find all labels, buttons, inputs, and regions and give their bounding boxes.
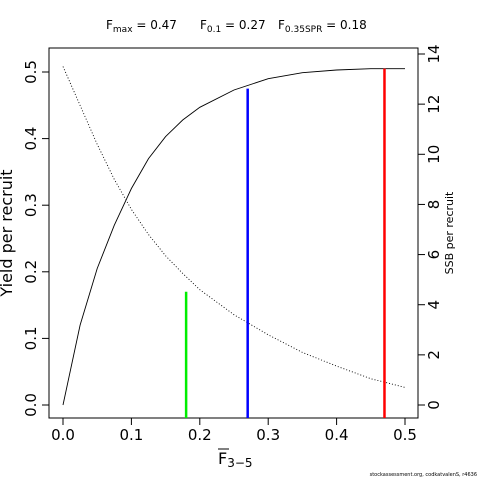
y2-tick-label: 4 (425, 300, 443, 310)
y2-tick-label: 14 (425, 44, 443, 63)
y-tick-label: 0.0 (22, 393, 40, 417)
y2-tick-label: 6 (425, 250, 443, 260)
y2-axis-title: SSB per recruit (443, 191, 456, 274)
y2-tick-label: 10 (425, 145, 443, 164)
f035-label: F (278, 18, 285, 32)
fmax-subscript: max (113, 25, 133, 35)
x-axis-title-main: F (218, 449, 227, 468)
y-tick-label: 0.2 (22, 260, 40, 284)
y2-tick-label: 12 (425, 95, 443, 114)
x-tick-label: 0.2 (188, 426, 212, 444)
footer-credit: stockassessment.org, codkatvalenS, r4636 (369, 472, 477, 478)
y-tick-label: 0.3 (22, 193, 40, 217)
y-tick-label: 0.5 (22, 60, 40, 84)
x-tick-label: 0.1 (119, 426, 143, 444)
y-axis-title: Yield per recruit (0, 169, 16, 297)
x-tick-label: 0.4 (325, 426, 349, 444)
reference-lines (184, 68, 386, 418)
yield-per-recruit-line (62, 68, 405, 406)
x-tick-label: 0.0 (51, 426, 75, 444)
y2-tick-label: 0 (425, 400, 443, 410)
axes: 0.0 0.1 0.2 0.3 0.4 0.5 0.0 0.1 0.2 0.3 0.4 0.5 0 2 4 6… (22, 44, 443, 444)
plot-frame (48, 47, 419, 419)
f01-subscript: 0.1 (207, 25, 221, 35)
x-tick-label: 0.3 (256, 426, 280, 444)
fmax-label: F (106, 18, 113, 32)
chart-title: Fmax = 0.47 F0.1 = 0.27 F0.35SPR = 0.18 (106, 18, 367, 35)
fmax-value: = 0.47 (133, 18, 177, 32)
y-tick-label: 0.1 (22, 326, 40, 350)
f01-label: F (200, 18, 207, 32)
x-axis-title: F3−5 (218, 449, 253, 470)
ssb-per-recruit-line (62, 66, 406, 388)
f035-value: = 0.18 (322, 18, 366, 32)
f01-value: = 0.27 (221, 18, 265, 32)
x-tick-label: 0.5 (393, 426, 417, 444)
y2-tick-label: 8 (425, 200, 443, 210)
y-tick-label: 0.4 (22, 127, 40, 151)
f035-subscript: 0.35SPR (285, 25, 322, 35)
y2-tick-label: 2 (425, 350, 443, 360)
x-axis-title-sub: 3−5 (227, 456, 252, 470)
series-layer (62, 66, 406, 406)
